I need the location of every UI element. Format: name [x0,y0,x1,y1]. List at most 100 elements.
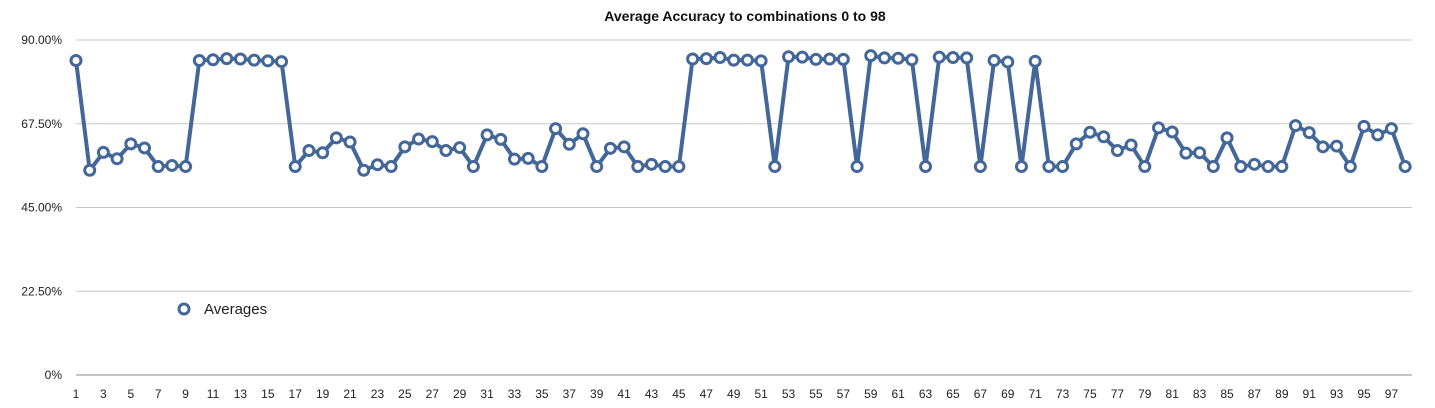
data-point [233,52,247,66]
data-point [727,53,741,67]
data-point [877,51,891,65]
data-point [1357,119,1371,133]
data-point [836,52,850,66]
x-tick-label: 57 [837,387,851,401]
data-point [343,135,357,149]
data-point [165,158,179,172]
x-tick-label: 13 [234,387,248,401]
data-point [932,50,946,64]
data-point [1001,55,1015,69]
data-point [1097,130,1111,144]
x-tick-label: 73 [1056,387,1070,401]
x-tick-label: 47 [700,387,714,401]
x-tick-label: 53 [782,387,796,401]
data-point [740,53,754,67]
data-point [1179,146,1193,160]
x-tick-label: 87 [1248,387,1262,401]
data-point [453,141,467,155]
data-point [549,122,563,136]
y-tick-label: 90.00% [21,33,62,47]
y-axis: 0% 22.50% 45.00% 67.50% 90.00% [21,33,62,382]
data-point [645,157,659,171]
y-tick-label: 0% [45,368,63,382]
x-tick-label: 15 [261,387,275,401]
x-tick-label: 9 [182,387,189,401]
y-tick-label: 22.50% [21,284,62,298]
x-tick-label: 11 [207,387,220,401]
data-point [1042,160,1056,174]
data-point [576,127,590,141]
data-point [1152,121,1165,135]
x-tick-label: 65 [946,387,960,401]
x-tick-label: 37 [563,387,577,401]
data-point [1316,140,1330,154]
data-point [329,131,343,145]
data-point [603,141,617,155]
data-point [1206,160,1220,174]
data-point [124,137,138,151]
data-point [96,145,110,159]
data-point [521,151,535,165]
legend-marker [177,302,191,316]
data-point [507,152,521,166]
data-point [699,52,713,66]
data-point [960,51,974,65]
x-tick-label: 93 [1330,387,1344,401]
data-point [138,141,152,155]
y-tick-label: 67.50% [21,117,62,131]
data-point [69,53,83,67]
x-tick-label: 23 [371,387,385,401]
x-tick-label: 67 [974,387,988,401]
x-tick-label: 35 [535,387,549,401]
data-point [398,140,412,154]
data-point [1124,138,1138,152]
data-point [1289,119,1303,133]
data-point [1330,139,1344,153]
x-tick-label: 79 [1138,387,1152,401]
data-point [905,53,919,67]
data-point [192,53,206,67]
x-tick-label: 97 [1385,387,1399,401]
data-point [357,163,371,177]
series-averages [69,49,1412,177]
data-point [425,135,439,149]
data-point [1302,126,1316,140]
x-tick-label: 19 [316,387,330,401]
data-point [1028,54,1042,68]
x-tick-label: 17 [289,387,303,401]
y-tick-label: 45.00% [21,201,62,215]
data-point [1110,144,1124,158]
x-tick-label: 55 [809,387,823,401]
x-axis: 1 3 5 7 9 11 13 15 17 19 21 23 25 27 29 31 33 35 37 39 41 43 4… [73,387,1399,401]
x-tick-label: 49 [727,387,741,401]
data-point [617,140,631,154]
x-tick-label: 83 [1193,387,1207,401]
data-point [110,152,124,166]
x-tick-label: 39 [590,387,604,401]
x-tick-label: 41 [617,387,631,401]
data-point [370,158,384,172]
x-tick-label: 85 [1220,387,1234,401]
data-point [1343,160,1357,174]
data-point [1014,160,1028,174]
grid-lines [76,39,1412,376]
data-point [631,160,645,174]
data-point [1193,146,1207,160]
data-point [83,163,97,177]
data-point [220,52,234,66]
x-tick-label: 95 [1357,387,1371,401]
data-point [288,160,302,174]
data-point [891,51,905,65]
data-point [494,132,508,146]
data-point [151,160,165,174]
data-point [1261,160,1275,174]
data-point [1275,160,1289,174]
x-tick-label: 81 [1166,387,1180,401]
data-point [1384,122,1398,136]
data-point [1398,160,1412,174]
data-point [1056,160,1070,174]
data-point [809,52,823,66]
data-point [713,50,727,64]
legend: Averages [177,301,267,318]
